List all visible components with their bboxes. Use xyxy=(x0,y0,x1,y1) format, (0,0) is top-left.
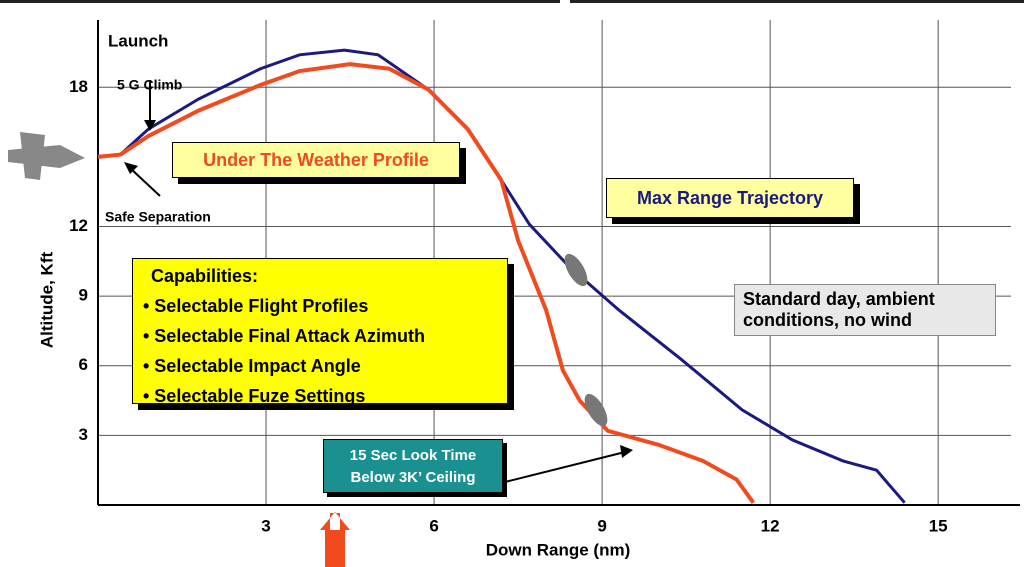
series-line xyxy=(97,62,755,504)
annotation: Safe Separation xyxy=(105,209,211,225)
header-bar xyxy=(570,0,1024,3)
label: Below 3K’ Ceiling xyxy=(350,469,476,486)
annotation: 5 G Climb xyxy=(117,77,182,93)
y-tick-label: 12 xyxy=(69,216,88,235)
y-tick-label: 18 xyxy=(69,77,88,96)
y-axis-label: Altitude, Kft xyxy=(37,252,56,349)
series-label: Under The Weather Profile xyxy=(172,142,460,178)
x-tick-label: 12 xyxy=(761,516,780,535)
y-tick-label: 3 xyxy=(79,425,88,444)
list: • Selectable Flight Profiles • Selectable… xyxy=(143,291,507,411)
x-tick-label: 6 xyxy=(429,516,438,535)
header-bar xyxy=(0,0,560,3)
list-item: • Selectable Fuze Settings xyxy=(143,386,366,406)
annotation: Launch xyxy=(108,31,168,50)
arrow-marker xyxy=(325,530,345,567)
weapon-icon xyxy=(564,253,608,427)
x-tick-label: 9 xyxy=(597,516,606,535)
x-tick-label: 15 xyxy=(929,516,948,535)
arrow-head xyxy=(620,445,633,458)
x-tick-label: 3 xyxy=(261,516,270,535)
y-tick-label: 6 xyxy=(79,355,88,374)
arrow-head xyxy=(144,120,156,131)
aircraft-icon xyxy=(8,132,85,180)
list-item: • Selectable Impact Angle xyxy=(143,356,361,376)
label: 15 Sec Look Time xyxy=(349,447,477,464)
x-axis-label: Down Range (nm) xyxy=(486,540,631,559)
note: Standard day, ambient conditions, no win… xyxy=(734,284,996,336)
arrow xyxy=(504,451,626,483)
list-item: • Selectable Final Attack Azimuth xyxy=(143,326,426,346)
look-time-box: 15 Sec Look Time Below 3K’ Ceiling xyxy=(323,439,503,493)
arrow xyxy=(129,167,161,197)
arrow-head xyxy=(124,162,138,174)
heading: Capabilities: xyxy=(151,266,259,286)
y-tick-label: 9 xyxy=(79,286,88,305)
series-label: Max Range Trajectory xyxy=(606,178,854,218)
capabilities-box: Capabilities: • Selectable Flight Profil… xyxy=(132,258,508,406)
arrow-marker xyxy=(320,512,350,530)
list-item: • Selectable Flight Profiles xyxy=(143,296,369,316)
